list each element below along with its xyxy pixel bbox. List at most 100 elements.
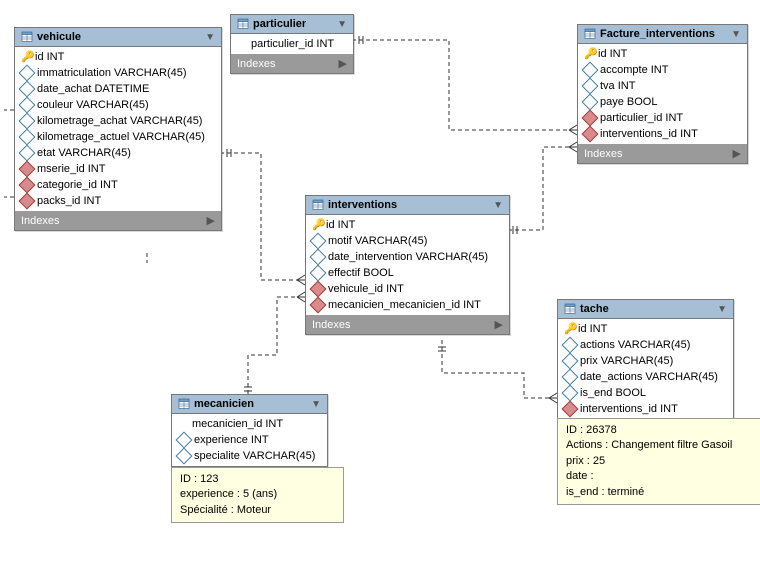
column-row[interactable]: kilometrage_achat VARCHAR(45)	[15, 113, 221, 129]
table-header[interactable]: particulier ▼	[231, 15, 353, 34]
column-row[interactable]: interventions_id INT	[558, 401, 733, 417]
column-row[interactable]: 🔑id INT	[578, 46, 747, 62]
column-name: couleur VARCHAR(45)	[37, 99, 149, 111]
indexes-row[interactable]: Indexes▶	[306, 315, 509, 334]
table-mecanicien[interactable]: mecanicien▼ mecanicien_id INT experience I…	[171, 394, 328, 467]
foreign-key-icon	[582, 110, 599, 127]
column-row[interactable]: vehicule_id INT	[306, 281, 509, 297]
chevron-down-icon[interactable]: ▼	[337, 19, 347, 30]
indexes-row[interactable]: Indexes▶	[578, 144, 747, 163]
column-row[interactable]: 🔑id INT	[306, 217, 509, 233]
attribute-icon	[562, 369, 579, 386]
table-particulier[interactable]: particulier ▼ particulier_id INT Indexes▶	[230, 14, 354, 74]
column-name: date_achat DATETIME	[37, 83, 149, 95]
foreign-key-icon	[19, 193, 36, 210]
column-list: mecanicien_id INT experience INT specialit…	[172, 414, 327, 466]
column-row[interactable]: packs_id INT	[15, 193, 221, 209]
foreign-key-icon	[582, 126, 599, 143]
attribute-icon	[562, 337, 579, 354]
column-row[interactable]: particulier_id INT	[231, 36, 353, 52]
column-name: date_actions VARCHAR(45)	[580, 371, 718, 383]
column-name: specialite VARCHAR(45)	[194, 450, 315, 462]
attribute-icon	[19, 113, 36, 130]
foreign-key-icon	[19, 161, 36, 178]
column-row[interactable]: paye BOOL	[578, 94, 747, 110]
chevron-down-icon[interactable]: ▼	[205, 32, 215, 43]
attribute-icon	[176, 432, 193, 449]
relation-veh-int	[220, 153, 305, 280]
table-header[interactable]: tache ▼	[558, 300, 733, 319]
column-name: id INT	[578, 323, 607, 335]
column-name: particulier_id INT	[600, 112, 683, 124]
attribute-icon	[562, 385, 579, 402]
table-header[interactable]: Facture_interventions▼	[578, 25, 747, 44]
column-row[interactable]: etat VARCHAR(45)	[15, 145, 221, 161]
column-row[interactable]: specialite VARCHAR(45)	[172, 448, 327, 464]
column-row[interactable]: tva INT	[578, 78, 747, 94]
column-row[interactable]: date_actions VARCHAR(45)	[558, 369, 733, 385]
chevron-down-icon[interactable]: ▼	[731, 29, 741, 40]
attribute-icon	[310, 233, 327, 250]
column-row[interactable]: date_achat DATETIME	[15, 81, 221, 97]
column-row[interactable]: interventions_id INT	[578, 126, 747, 142]
relation-part-fact	[352, 40, 577, 130]
table-icon	[237, 18, 249, 30]
column-name: packs_id INT	[37, 195, 101, 207]
column-row[interactable]: motif VARCHAR(45)	[306, 233, 509, 249]
column-row[interactable]: is_end BOOL	[558, 385, 733, 401]
attribute-icon	[582, 62, 599, 79]
column-name: date_intervention VARCHAR(45)	[328, 251, 488, 263]
indexes-label: Indexes	[237, 58, 276, 70]
column-row[interactable]: particulier_id INT	[578, 110, 747, 126]
foreign-key-icon	[19, 177, 36, 194]
chevron-right-icon: ▶	[355, 318, 503, 331]
column-row[interactable]: experience INT	[172, 432, 327, 448]
column-row[interactable]: mecanicien_mecanicien_id INT	[306, 297, 509, 313]
relation-mec-int	[248, 297, 305, 394]
column-row[interactable]: prix VARCHAR(45)	[558, 353, 733, 369]
column-name: id INT	[35, 51, 64, 63]
indexes-row[interactable]: Indexes▶	[15, 211, 221, 230]
column-name: immatriculation VARCHAR(45)	[37, 67, 187, 79]
chevron-right-icon: ▶	[64, 214, 215, 227]
column-name: etat VARCHAR(45)	[37, 147, 131, 159]
column-row[interactable]: mecanicien_id INT	[172, 416, 327, 432]
column-name: interventions_id INT	[580, 403, 678, 415]
column-row[interactable]: 🔑id INT	[15, 49, 221, 65]
column-list: 🔑id INTmotif VARCHAR(45) date_interventio…	[306, 215, 509, 315]
column-row[interactable]: actions VARCHAR(45)	[558, 337, 733, 353]
indexes-row[interactable]: Indexes▶	[231, 54, 353, 73]
table-title: tache	[580, 303, 713, 315]
column-row[interactable]: mserie_id INT	[15, 161, 221, 177]
chevron-down-icon[interactable]: ▼	[717, 304, 727, 315]
attribute-icon	[19, 81, 36, 98]
chevron-down-icon[interactable]: ▼	[493, 200, 503, 211]
table-header[interactable]: vehicule▼	[15, 28, 221, 47]
foreign-key-icon	[310, 281, 327, 298]
column-row[interactable]: immatriculation VARCHAR(45)	[15, 65, 221, 81]
table-title: particulier	[253, 18, 333, 30]
column-row[interactable]: couleur VARCHAR(45)	[15, 97, 221, 113]
note-line: ID : 123	[180, 472, 335, 487]
column-name: mecanicien_id INT	[192, 418, 283, 430]
table-header[interactable]: mecanicien▼	[172, 395, 327, 414]
column-name: kilometrage_actuel VARCHAR(45)	[37, 131, 205, 143]
table-tache[interactable]: tache ▼ 🔑id INTactions VARCHAR(45)prix VAR…	[557, 299, 734, 420]
column-row[interactable]: 🔑id INT	[558, 321, 733, 337]
attribute-icon	[19, 65, 36, 82]
table-icon	[178, 398, 190, 410]
column-row[interactable]: accompte INT	[578, 62, 747, 78]
table-header[interactable]: interventions▼	[306, 196, 509, 215]
column-row[interactable]: kilometrage_actuel VARCHAR(45)	[15, 129, 221, 145]
column-name: kilometrage_achat VARCHAR(45)	[37, 115, 202, 127]
column-list: 🔑id INTactions VARCHAR(45)prix VARCHAR(4…	[558, 319, 733, 419]
table-facture[interactable]: Facture_interventions▼ 🔑id INTaccompte IN…	[577, 24, 748, 164]
note-line: Actions : Changement filtre Gasoil	[566, 438, 758, 453]
column-row[interactable]: effectif BOOL	[306, 265, 509, 281]
column-row[interactable]: categorie_id INT	[15, 177, 221, 193]
column-name: experience INT	[194, 434, 269, 446]
table-vehicule[interactable]: vehicule▼ 🔑id INT immatriculation VARCHAR(…	[14, 27, 222, 231]
table-interventions[interactable]: interventions▼ 🔑id INTmotif VARCHAR(45) da…	[305, 195, 510, 335]
column-row[interactable]: date_intervention VARCHAR(45)	[306, 249, 509, 265]
chevron-down-icon[interactable]: ▼	[311, 399, 321, 410]
